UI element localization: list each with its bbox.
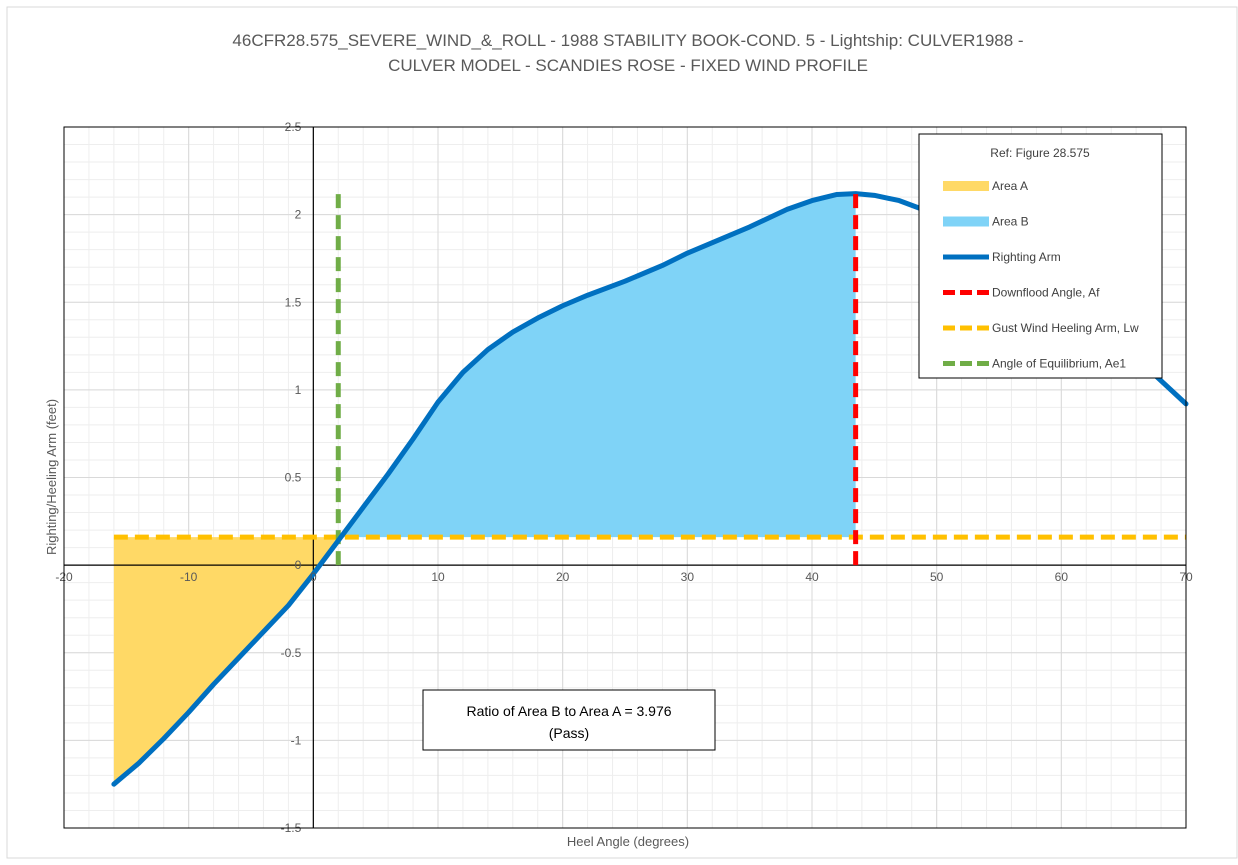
- legend: Ref: Figure 28.575 Area A Area B Righting …: [918, 133, 1163, 379]
- legend-label: Angle of Equilibrium, Ae1: [992, 357, 1126, 371]
- legend-swatch-area-a: [943, 181, 989, 191]
- y-tick-label: 2: [295, 208, 302, 222]
- legend-label: Righting Arm: [992, 250, 1061, 264]
- chart-title-line2: CULVER MODEL - SCANDIES ROSE - FIXED WIN…: [388, 56, 868, 75]
- x-tick-label: 50: [930, 570, 944, 584]
- series-layer: [111, 191, 1189, 787]
- legend-label: Downflood Angle, Af: [992, 286, 1100, 300]
- x-axis-label: Heel Angle (degrees): [567, 834, 689, 849]
- legend-swatch-area-b: [943, 216, 989, 227]
- y-tick-label: -0.5: [281, 646, 302, 660]
- y-tick-label: 1.5: [285, 295, 302, 309]
- plot-border: [63, 126, 1187, 829]
- x-tick-label: 20: [556, 570, 570, 584]
- annotation-line1: Ratio of Area B to Area A = 3.976: [466, 703, 671, 719]
- annotation-line2: (Pass): [549, 725, 589, 741]
- x-tick-label: 60: [1055, 570, 1069, 584]
- area-b-fill: [338, 193, 856, 541]
- x-tick-label: -10: [180, 570, 198, 584]
- area-a-fill: [113, 537, 339, 785]
- legend-label: Area A: [992, 179, 1028, 193]
- x-tick-label: 40: [805, 570, 819, 584]
- ratio-annotation: Ratio of Area B to Area A = 3.976 (Pass): [422, 689, 716, 751]
- legend-label: Area B: [992, 215, 1029, 229]
- y-tick-label: -1: [291, 733, 302, 747]
- y-tick-label: 0.5: [285, 471, 302, 485]
- chart-title-line1: 46CFR28.575_SEVERE_WIND_&_ROLL - 1988 ST…: [232, 31, 1023, 50]
- x-tick-label: 10: [431, 570, 445, 584]
- legend-items: Area A Area B Righting Arm Downflood Angle,…: [943, 179, 1139, 371]
- x-tick-label: 30: [681, 570, 695, 584]
- y-axis-label: Righting/Heeling Arm (feet): [44, 399, 59, 555]
- legend-label: Gust Wind Heeling Arm, Lw: [992, 321, 1139, 335]
- y-tick-label: 0: [295, 558, 302, 572]
- x-tick-label: 0: [310, 570, 317, 584]
- y-tick-label: 1: [295, 383, 302, 397]
- legend-title: Ref: Figure 28.575: [990, 146, 1090, 160]
- areas: [113, 193, 856, 785]
- annotation-box: [422, 689, 716, 751]
- righting-arm-line: [111, 191, 1189, 787]
- axes: [64, 127, 1186, 828]
